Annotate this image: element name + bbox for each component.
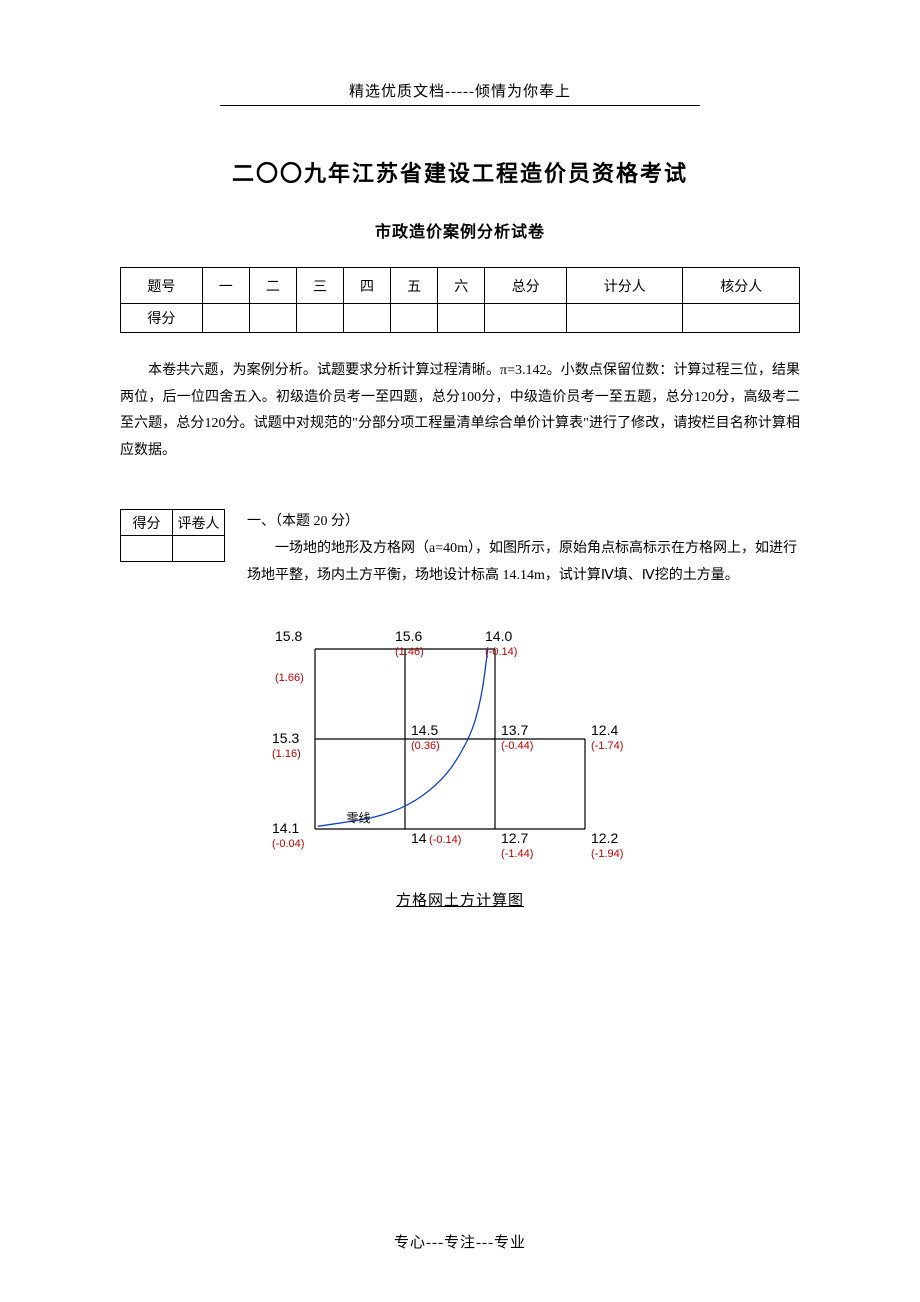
header-rule <box>220 105 700 106</box>
sc-2 <box>249 304 296 333</box>
svg-text:(-0.44): (-0.44) <box>501 740 533 752</box>
sc-7 <box>485 304 567 333</box>
score-table: 题号 一 二 三 四 五 六 总分 计分人 核分人 得分 <box>120 267 800 333</box>
svg-text:(-1.74): (-1.74) <box>591 740 623 752</box>
mini-h1: 得分 <box>121 510 173 536</box>
sc-9 <box>683 304 800 333</box>
sc-4 <box>344 304 391 333</box>
svg-text:15.3: 15.3 <box>272 730 299 746</box>
th-4: 四 <box>344 268 391 304</box>
question-1-text: 一、（本题 20 分） 一场地的地形及方格网（a=40m），如图所示，原始角点标… <box>247 509 800 589</box>
svg-text:12.2: 12.2 <box>591 830 618 846</box>
grid-svg: 零线 15.8 (1.66) 15.6 (1.46) 14.0 (-0.14) 15.3 (1.… <box>245 619 675 879</box>
sc-8 <box>567 304 683 333</box>
svg-text:(-0.14): (-0.14) <box>429 834 461 846</box>
grid-diagram: 零线 15.8 (1.66) 15.6 (1.46) 14.0 (-0.14) 15.3 (1.… <box>245 619 675 910</box>
th-7: 总分 <box>485 268 567 304</box>
svg-text:12.7: 12.7 <box>501 830 528 846</box>
question-1-block: 得分 评卷人 一、（本题 20 分） 一场地的地形及方格网（a=40m），如图所… <box>120 509 800 589</box>
doc-subtitle: 市政造价案例分析试卷 <box>120 218 800 242</box>
doc-title: 二〇〇九年江苏省建设工程造价员资格考试 <box>120 156 800 188</box>
mini-v2 <box>173 536 225 562</box>
grader-mini-table: 得分 评卷人 <box>120 509 225 562</box>
page-footer: 专心---专注---专业 <box>0 1231 920 1252</box>
diagram-caption: 方格网土方计算图 <box>245 889 675 910</box>
svg-text:(1.46): (1.46) <box>395 646 424 658</box>
instructions: 本卷共六题，为案例分析。试题要求分析计算过程清晰。π=3.142。小数点保留位数… <box>120 358 800 464</box>
svg-text:(1.66): (1.66) <box>275 672 304 684</box>
svg-text:12.4: 12.4 <box>591 722 618 738</box>
th-0: 题号 <box>121 268 203 304</box>
q1-body: 一场地的地形及方格网（a=40m），如图所示，原始角点标高标示在方格网上，如进行… <box>247 536 800 589</box>
score-header-row: 题号 一 二 三 四 五 六 总分 计分人 核分人 <box>121 268 800 304</box>
svg-text:15.6: 15.6 <box>395 628 422 644</box>
svg-text:(-1.44): (-1.44) <box>501 848 533 860</box>
th-5: 五 <box>391 268 438 304</box>
mini-v1 <box>121 536 173 562</box>
svg-text:14: 14 <box>411 830 427 846</box>
svg-text:14.0: 14.0 <box>485 628 512 644</box>
th-8: 计分人 <box>567 268 683 304</box>
svg-text:(-0.04): (-0.04) <box>272 838 304 850</box>
svg-text:零线: 零线 <box>347 811 371 825</box>
row-label: 得分 <box>121 304 203 333</box>
score-value-row: 得分 <box>121 304 800 333</box>
svg-text:(-1.94): (-1.94) <box>591 848 623 860</box>
page-header: 精选优质文档-----倾情为你奉上 <box>120 80 800 101</box>
svg-text:14.5: 14.5 <box>411 722 438 738</box>
th-3: 三 <box>296 268 343 304</box>
sc-6 <box>438 304 485 333</box>
mini-h2: 评卷人 <box>173 510 225 536</box>
svg-text:14.1: 14.1 <box>272 820 299 836</box>
svg-text:(-0.14): (-0.14) <box>485 646 517 658</box>
svg-text:15.8: 15.8 <box>275 628 302 644</box>
sc-5 <box>391 304 438 333</box>
th-2: 二 <box>249 268 296 304</box>
th-6: 六 <box>438 268 485 304</box>
th-9: 核分人 <box>683 268 800 304</box>
q1-heading: 一、（本题 20 分） <box>247 514 359 529</box>
svg-text:(1.16): (1.16) <box>272 748 301 760</box>
svg-text:(0.36): (0.36) <box>411 740 440 752</box>
th-1: 一 <box>202 268 249 304</box>
sc-3 <box>296 304 343 333</box>
sc-1 <box>202 304 249 333</box>
svg-text:13.7: 13.7 <box>501 722 528 738</box>
